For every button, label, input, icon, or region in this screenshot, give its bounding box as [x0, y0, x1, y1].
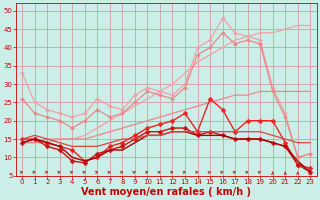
X-axis label: Vent moyen/en rafales ( km/h ): Vent moyen/en rafales ( km/h ) [81, 187, 251, 197]
